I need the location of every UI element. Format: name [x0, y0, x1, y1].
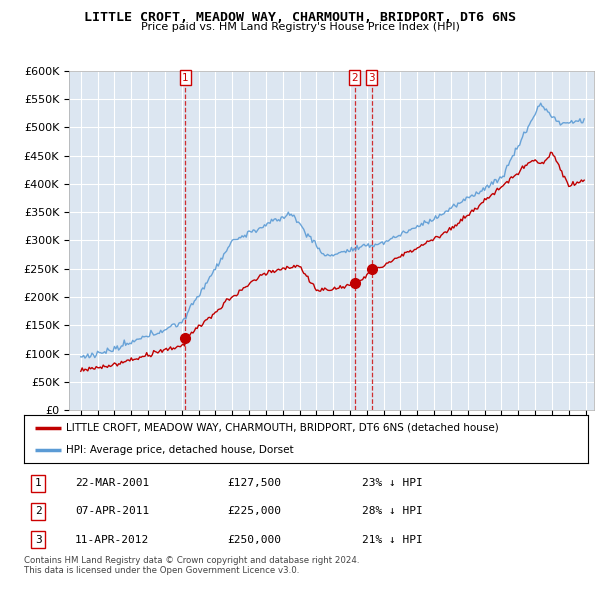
- Text: 11-APR-2012: 11-APR-2012: [75, 535, 149, 545]
- Text: £250,000: £250,000: [227, 535, 281, 545]
- Text: 22-MAR-2001: 22-MAR-2001: [75, 478, 149, 488]
- Text: 1: 1: [182, 73, 189, 83]
- Text: 3: 3: [35, 535, 41, 545]
- Text: 3: 3: [368, 73, 375, 83]
- Text: £127,500: £127,500: [227, 478, 281, 488]
- Text: 21% ↓ HPI: 21% ↓ HPI: [362, 535, 423, 545]
- Text: LITTLE CROFT, MEADOW WAY, CHARMOUTH, BRIDPORT, DT6 6NS: LITTLE CROFT, MEADOW WAY, CHARMOUTH, BRI…: [84, 11, 516, 24]
- Text: 2: 2: [351, 73, 358, 83]
- Text: 23% ↓ HPI: 23% ↓ HPI: [362, 478, 423, 488]
- Text: 2: 2: [35, 506, 41, 516]
- Text: This data is licensed under the Open Government Licence v3.0.: This data is licensed under the Open Gov…: [24, 566, 299, 575]
- Text: 28% ↓ HPI: 28% ↓ HPI: [362, 506, 423, 516]
- Text: 07-APR-2011: 07-APR-2011: [75, 506, 149, 516]
- Text: LITTLE CROFT, MEADOW WAY, CHARMOUTH, BRIDPORT, DT6 6NS (detached house): LITTLE CROFT, MEADOW WAY, CHARMOUTH, BRI…: [66, 423, 499, 433]
- Text: Contains HM Land Registry data © Crown copyright and database right 2024.: Contains HM Land Registry data © Crown c…: [24, 556, 359, 565]
- Text: £225,000: £225,000: [227, 506, 281, 516]
- Text: Price paid vs. HM Land Registry's House Price Index (HPI): Price paid vs. HM Land Registry's House …: [140, 22, 460, 32]
- Text: HPI: Average price, detached house, Dorset: HPI: Average price, detached house, Dors…: [66, 445, 294, 455]
- Text: 1: 1: [35, 478, 41, 488]
